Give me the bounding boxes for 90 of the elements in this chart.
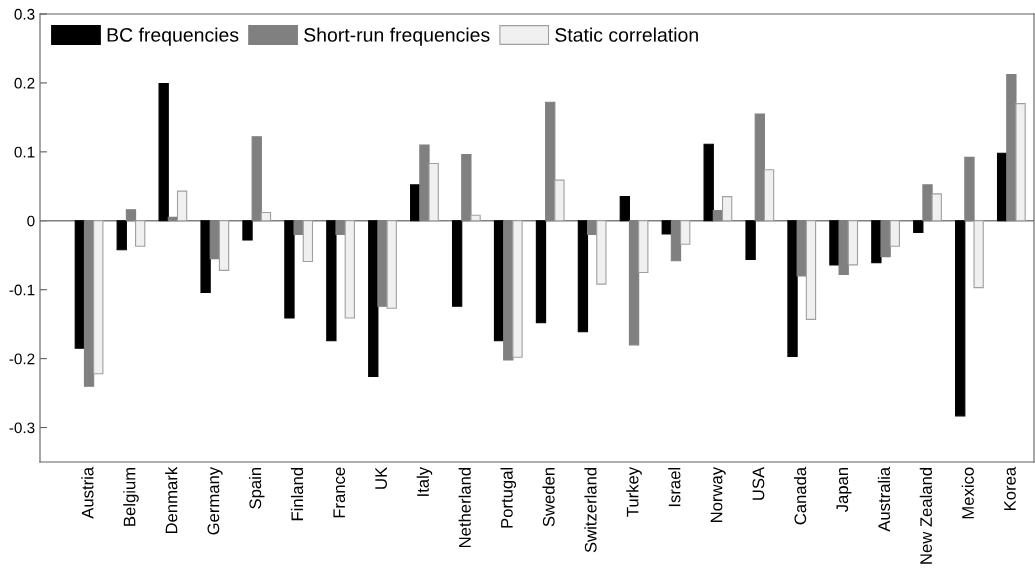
- bar: [661, 220, 672, 235]
- bar: [577, 220, 589, 333]
- bar: [176, 190, 188, 222]
- x-tick-label: Germany: [207, 466, 223, 535]
- x-tick-label: Switzerland: [584, 467, 597, 553]
- bar: [116, 220, 127, 251]
- y-tick-label: 0: [27, 215, 35, 227]
- x-tick-label: Japan: [836, 467, 852, 513]
- bar: [135, 220, 146, 247]
- bar: [721, 196, 733, 222]
- x-tick-label: Norway: [710, 466, 726, 522]
- bar: [242, 220, 253, 241]
- bar: [805, 220, 817, 320]
- x-tick-label: Austria: [81, 466, 94, 519]
- x-tick-label: Israel: [668, 467, 681, 507]
- legend-label: Short-run frequencies: [304, 27, 490, 46]
- bar: [302, 220, 314, 262]
- bar: [922, 184, 933, 222]
- bar: [763, 169, 775, 222]
- bar: [428, 163, 439, 222]
- bar: [93, 220, 104, 375]
- legend-label: Static correlation: [555, 27, 698, 42]
- bar: [125, 209, 137, 222]
- bar: [638, 220, 649, 274]
- bar: [200, 220, 211, 294]
- bar: [545, 101, 556, 222]
- bar: [368, 220, 379, 378]
- x-tick-label: Portugal: [500, 467, 517, 528]
- x-tick-label: Mexico: [961, 467, 974, 519]
- bar: [251, 136, 262, 222]
- x-tick-label: USA: [752, 466, 765, 500]
- x-tick-label: Turkey: [626, 466, 642, 517]
- x-tick-label: UK: [375, 467, 387, 489]
- bar: [619, 196, 630, 222]
- bar: [973, 220, 984, 289]
- x-tick-label: Australia: [877, 466, 891, 532]
- bar: [554, 179, 565, 222]
- bar: [419, 144, 430, 222]
- x-tick-label: Denmark: [165, 466, 178, 534]
- bar: [880, 220, 891, 258]
- bar: [796, 220, 807, 277]
- bar: [512, 220, 523, 358]
- x-tick-label: Sweden: [542, 467, 555, 527]
- y-tick-label: 0.2: [14, 77, 35, 89]
- bar: [847, 220, 859, 266]
- bar: [461, 154, 472, 222]
- bar: [293, 220, 304, 236]
- bar: [931, 193, 942, 222]
- bar: [670, 220, 682, 262]
- x-tick-label: Spain: [248, 467, 265, 509]
- bar: [628, 220, 640, 346]
- bar: [754, 113, 765, 222]
- bar: [158, 83, 169, 222]
- x-tick-label: New Zealand: [919, 467, 932, 564]
- bar: [344, 220, 355, 319]
- y-tick-label: 0.1: [14, 146, 35, 158]
- bar: [335, 220, 346, 236]
- bar: [838, 220, 849, 276]
- bar: [745, 220, 756, 260]
- x-tick-label: Canada: [793, 466, 807, 525]
- bar: [964, 156, 975, 222]
- x-tick-label: Belgium: [123, 467, 139, 526]
- bar: [386, 220, 397, 309]
- x-tick-label: Korea: [1004, 466, 1016, 510]
- bar: [1015, 103, 1026, 222]
- bar: [871, 220, 882, 264]
- bar: [787, 220, 798, 358]
- y-tick-label: 0.3: [14, 8, 35, 20]
- bar: [470, 214, 481, 222]
- x-tick-label: Netherland: [458, 467, 471, 548]
- bar: [703, 143, 714, 222]
- bar: [260, 211, 272, 222]
- bar: [596, 220, 607, 285]
- bar: [451, 220, 463, 307]
- x-tick-label: Italy: [416, 466, 433, 496]
- y-tick-label: -0.3: [9, 422, 35, 434]
- y-tick-label: -0.1: [9, 284, 35, 296]
- bar: [1006, 74, 1017, 222]
- bar: [218, 220, 230, 271]
- x-tick-label: France: [333, 467, 346, 518]
- bar: [284, 220, 295, 319]
- bar: [889, 220, 900, 247]
- bar: [326, 220, 337, 342]
- legend-label: BC frequencies: [107, 27, 239, 46]
- y-tick-label: -0.2: [9, 353, 35, 365]
- bar: [955, 220, 966, 417]
- bar: [680, 220, 691, 245]
- bar: [913, 220, 924, 234]
- bar: [535, 220, 547, 324]
- x-tick-label: Finland: [290, 467, 304, 521]
